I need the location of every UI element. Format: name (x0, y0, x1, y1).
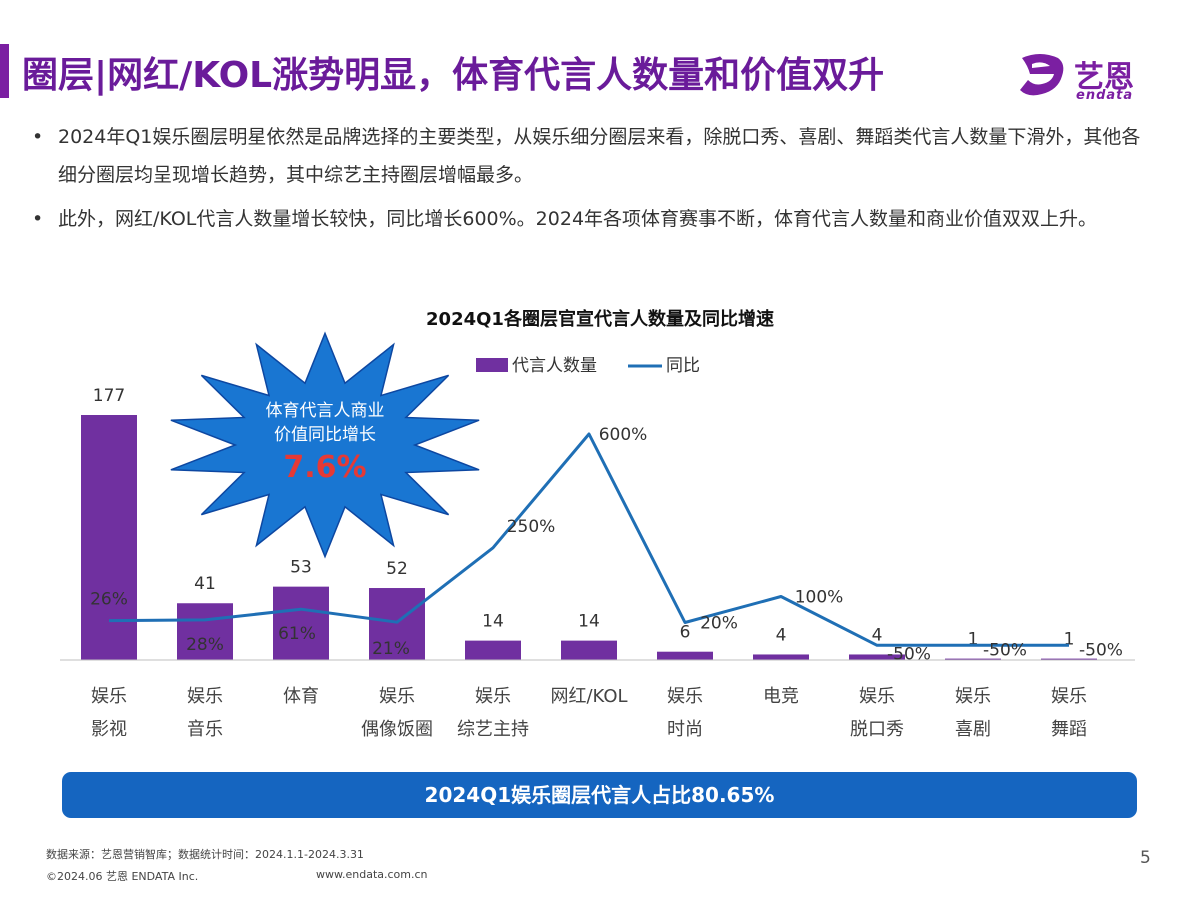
x-tick-label: 体育 (283, 686, 319, 707)
x-tick-label: 娱乐 (379, 686, 415, 707)
yoy-value-label: -50% (1079, 640, 1123, 660)
bullet-marker: • (32, 126, 44, 148)
bar-7 (657, 651, 713, 660)
x-tick-label: 网红/KOL (550, 686, 627, 707)
yoy-value-label: 28% (186, 635, 224, 655)
bullet-text: 2024年Q1娱乐圈层明星依然是品牌选择的主要类型，从娱乐细分圈层来看，除脱口秀… (58, 126, 1141, 186)
legend-label-bar: 代言人数量 (512, 356, 597, 376)
bar-value-label: 4 (776, 625, 787, 645)
bar-3 (273, 586, 329, 660)
callout-text-line2: 价值同比增长 (274, 425, 376, 445)
logo-text-en: endata (1076, 88, 1134, 103)
x-tick-label: 喜剧 (955, 719, 991, 740)
bar-8 (753, 654, 809, 660)
x-tick-label: 脱口秀 (850, 719, 904, 740)
bar-value-label: 1 (1064, 630, 1075, 650)
yoy-value-label: 26% (90, 590, 128, 610)
bar-value-label: 6 (680, 623, 691, 643)
bar-value-label: 41 (194, 574, 216, 594)
yoy-value-label: 61% (278, 624, 316, 644)
legend-swatch-bar (476, 358, 508, 372)
bar-5 (465, 640, 521, 660)
x-tick-label: 娱乐 (91, 686, 127, 707)
website-link[interactable]: www.endata.com.cn (316, 868, 428, 881)
bullet-list: • 2024年Q1娱乐圈层明星依然是品牌选择的主要类型，从娱乐细分圈层来看，除脱… (28, 118, 1148, 244)
yoy-value-label: 100% (795, 588, 844, 608)
yoy-value-label: 20% (700, 614, 738, 634)
bar-value-label: 52 (386, 559, 408, 579)
x-tick-label: 时尚 (667, 719, 703, 740)
title-accent-bar (0, 44, 9, 98)
yoy-value-label: -50% (887, 644, 931, 664)
endata-logo-icon (1020, 54, 1064, 96)
bar-10 (945, 658, 1001, 661)
x-tick-label: 娱乐 (667, 686, 703, 707)
bar-11 (1041, 658, 1097, 661)
bullet-text: 此外，网红/KOL代言人数量增长较快，同比增长600%。2024年各项体育赛事不… (58, 208, 1098, 230)
callout-starburst (170, 331, 480, 559)
bar-value-label: 14 (578, 612, 600, 632)
bar-1 (81, 415, 137, 660)
x-tick-label: 娱乐 (859, 686, 895, 707)
bar-4 (369, 588, 425, 660)
bar-9 (849, 654, 905, 660)
copyright-note: ©2024.06 艺恩 ENDATA Inc. (46, 870, 199, 883)
x-tick-label: 影视 (91, 719, 127, 740)
yoy-value-label: 600% (599, 425, 648, 445)
x-tick-label: 娱乐 (1051, 686, 1087, 707)
bar-value-label: 53 (290, 558, 312, 578)
x-tick-label: 偶像饭圈 (361, 719, 433, 740)
x-tick-label: 电竞 (763, 686, 799, 707)
page-title: 圈层|网红/KOL涨势明显，体育代言人数量和价值双升 (22, 55, 885, 96)
bar-2 (177, 603, 233, 660)
yoy-value-label: -50% (983, 640, 1027, 660)
x-tick-label: 音乐 (187, 719, 223, 740)
x-tick-label: 娱乐 (475, 686, 511, 707)
endata-logo: 艺恩 endata (1012, 50, 1162, 106)
x-tick-label: 舞蹈 (1051, 719, 1087, 740)
yoy-value-label: 250% (507, 517, 556, 537)
legend-label-line: 同比 (666, 356, 700, 376)
bar-value-label: 4 (872, 625, 883, 645)
logo-text-cn: 艺恩 (1074, 60, 1134, 95)
bullet-item: • 2024年Q1娱乐圈层明星依然是品牌选择的主要类型，从娱乐细分圈层来看，除脱… (28, 118, 1148, 194)
x-tick-label: 娱乐 (955, 686, 991, 707)
bullet-marker: • (32, 208, 44, 230)
yoy-line (108, 432, 1069, 647)
x-tick-label: 娱乐 (187, 686, 223, 707)
bar-value-label: 14 (482, 612, 504, 632)
bar-value-label: 1 (968, 630, 979, 650)
summary-banner: 2024Q1娱乐圈层代言人占比80.65% (62, 772, 1137, 818)
bullet-item: • 此外，网红/KOL代言人数量增长较快，同比增长600%。2024年各项体育赛… (28, 200, 1148, 238)
page-number: 5 (1140, 848, 1151, 868)
x-tick-label: 综艺主持 (457, 719, 529, 740)
data-source-note: 数据来源：艺恩营销智库；数据统计时间：2024.1.1-2024.3.31 (46, 848, 364, 861)
callout-text-line1: 体育代言人商业 (266, 401, 385, 421)
bar-6 (561, 640, 617, 660)
chart-title: 2024Q1各圈层官宣代言人数量及同比增速 (426, 308, 774, 330)
yoy-value-label: 21% (372, 639, 410, 659)
callout-value: 7.6% (283, 450, 366, 485)
bar-value-label: 177 (93, 386, 125, 406)
